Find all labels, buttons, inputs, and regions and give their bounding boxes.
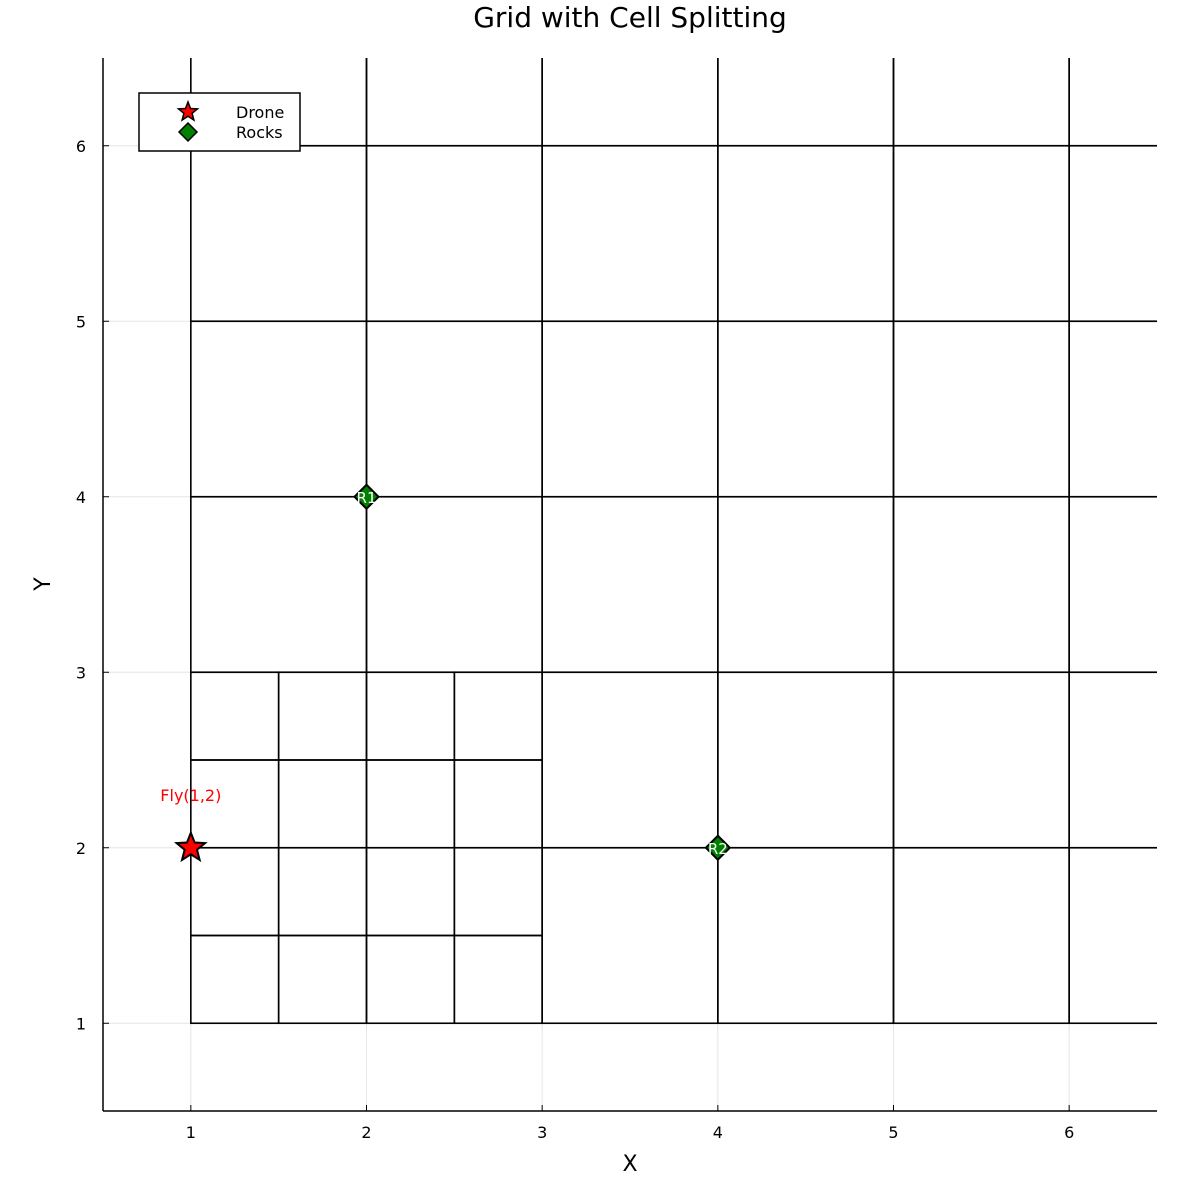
grid-cell xyxy=(190,671,280,761)
grid-cell xyxy=(717,320,895,498)
grid-cell xyxy=(717,495,895,674)
grid-cell xyxy=(453,671,543,761)
rock-label: R2 xyxy=(708,840,728,858)
grid-cell xyxy=(717,144,895,323)
rock-marker xyxy=(704,834,732,862)
grid-cell xyxy=(892,495,1070,674)
grid-cell xyxy=(365,759,456,849)
x-axis-label: X xyxy=(622,1152,637,1177)
x-tick-label: 6 xyxy=(1064,1123,1074,1142)
grid-cell xyxy=(1068,58,1157,147)
grid-cell xyxy=(277,846,368,937)
x-tick-label: 4 xyxy=(713,1123,723,1142)
grid-cell xyxy=(541,846,719,1025)
grid-cell xyxy=(190,495,368,674)
grid-cell xyxy=(365,58,543,147)
y-tick-label: 4 xyxy=(76,488,86,507)
grid-cell xyxy=(892,58,1070,147)
y-tick-label: 2 xyxy=(76,839,86,858)
y-tick-label: 1 xyxy=(76,1014,86,1033)
legend-diamond-icon xyxy=(177,121,199,143)
markers-layer: R1 R2 xyxy=(173,483,732,863)
grid-cell xyxy=(717,846,895,1025)
rock-marker xyxy=(353,483,380,511)
grid-cell xyxy=(365,671,456,761)
y-axis-label: Y xyxy=(31,577,56,592)
grid-cell xyxy=(541,671,719,849)
grid-cell xyxy=(190,320,368,498)
annotation-text: Fly(1,2) xyxy=(160,786,221,805)
grid-cell xyxy=(190,934,280,1025)
grid-cell xyxy=(541,58,719,147)
grid-cell xyxy=(1068,846,1157,1025)
grid-cell xyxy=(277,934,368,1025)
x-tick-label: 1 xyxy=(186,1123,196,1142)
grid-cell xyxy=(453,846,543,937)
ticks-layer: 1 2 3 4 5 6 1 2 3 4 5 6 xyxy=(76,137,1074,1142)
legend-box xyxy=(138,92,301,152)
grid-cell xyxy=(892,320,1070,498)
grid-cell xyxy=(190,144,368,323)
grid-cell xyxy=(453,759,543,849)
legend-label: Rocks xyxy=(236,123,283,142)
grid-cell xyxy=(1068,671,1157,849)
annotations-layer: Fly(1,2) xyxy=(160,786,221,805)
grid-layer xyxy=(103,58,1157,1111)
rock-label: R1 xyxy=(357,489,377,507)
grid-cell xyxy=(717,58,895,147)
legend-star-icon xyxy=(176,99,200,122)
grid-cell xyxy=(277,759,368,849)
legend-label: Drone xyxy=(236,103,284,122)
grid-cell xyxy=(1068,144,1157,323)
x-tick-label: 2 xyxy=(361,1123,371,1142)
y-tick-label: 3 xyxy=(76,663,86,682)
grid-cell xyxy=(541,320,719,498)
x-tick-label: 5 xyxy=(888,1123,898,1142)
grid-cell xyxy=(365,495,543,674)
grid-cell xyxy=(1068,495,1157,674)
grid-cell xyxy=(541,144,719,323)
grid-cell xyxy=(365,144,543,323)
grid-cell xyxy=(1068,320,1157,498)
axes-layer xyxy=(102,58,1157,1112)
grid-cell xyxy=(190,846,280,937)
grid-cell xyxy=(365,846,456,937)
grid-cell xyxy=(365,320,543,498)
drone-marker xyxy=(173,830,208,863)
grid-cell xyxy=(892,144,1070,323)
grid-cell xyxy=(453,934,543,1025)
y-tick-label: 5 xyxy=(76,312,86,331)
x-tick-label: 3 xyxy=(537,1123,547,1142)
cells-layer xyxy=(190,58,1157,1025)
chart-title: Grid with Cell Splitting xyxy=(473,1,787,34)
grid-cell xyxy=(892,846,1070,1025)
grid-cell xyxy=(717,671,895,849)
grid-cell xyxy=(541,495,719,674)
y-tick-label: 6 xyxy=(76,137,86,156)
grid-cell xyxy=(892,671,1070,849)
grid-cell xyxy=(365,934,456,1025)
grid-cell xyxy=(277,671,368,761)
